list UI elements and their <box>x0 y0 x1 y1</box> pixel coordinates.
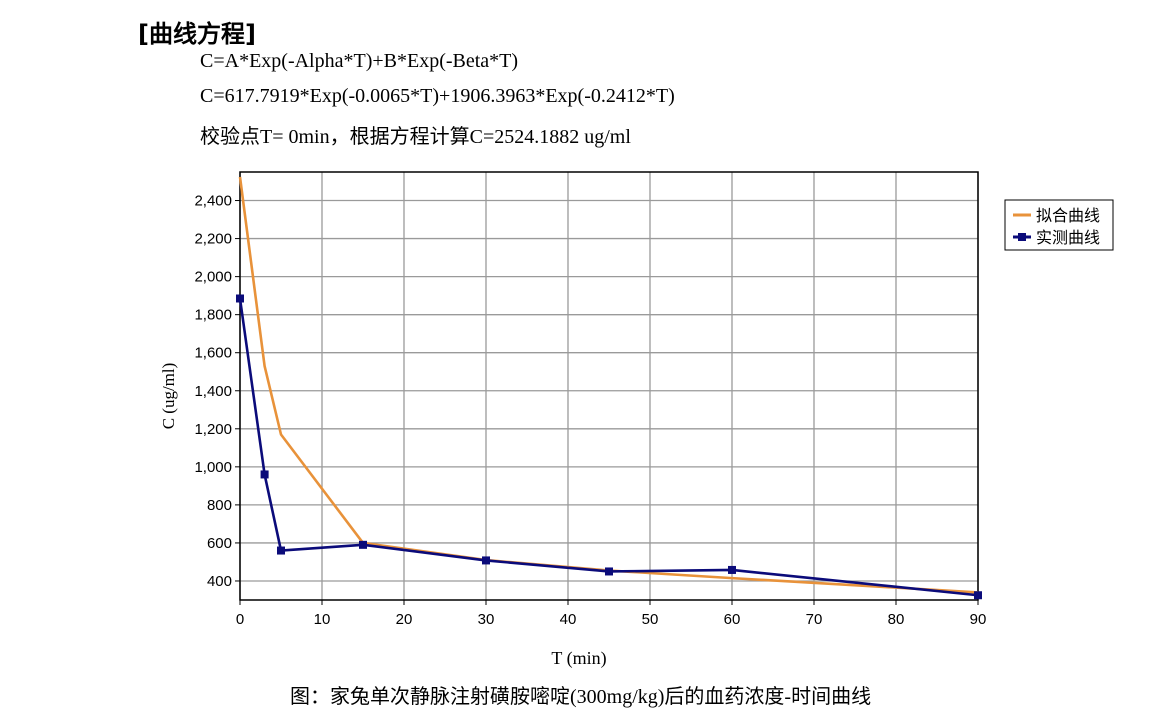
y-tick-label: 400 <box>207 573 232 590</box>
series-line-measured <box>238 298 979 597</box>
x-tick-label: 30 <box>478 611 495 628</box>
x-tick-label: 70 <box>806 611 823 628</box>
data-point-measured <box>277 546 285 555</box>
legend-label: 拟合曲线 <box>1036 207 1100 225</box>
x-tick-label: 80 <box>888 611 905 628</box>
legend-marker <box>1018 233 1026 241</box>
x-tick-label: 50 <box>642 611 659 628</box>
y-axis-label: C (ug/ml) <box>159 363 178 430</box>
equation-fitted: C=617.7919*Exp(-0.0065*T)+1906.3963*Exp(… <box>200 85 675 107</box>
y-tick-label: 1,400 <box>194 383 232 400</box>
y-tick-label: 2,400 <box>194 193 232 210</box>
x-tick-label: 10 <box>314 611 331 628</box>
data-point-measured <box>974 591 982 600</box>
equation-checkpoint: 校验点T= 0min，根据方程计算C=2524.1882 ug/ml <box>200 126 631 148</box>
x-tick-label: 90 <box>970 611 987 628</box>
x-tick-label: 20 <box>396 611 413 628</box>
y-tick-label: 1,600 <box>194 345 232 362</box>
plot-border <box>239 171 979 601</box>
y-tick-label: 1,800 <box>194 307 232 324</box>
figure-caption: 图：家兔单次静脉注射磺胺嘧啶(300mg/kg)后的血药浓度-时间曲线 <box>290 686 872 708</box>
y-tick-label: 1,000 <box>194 459 232 476</box>
x-axis-label: T (min) <box>551 648 606 669</box>
y-tick-label: 2,200 <box>194 231 232 248</box>
equation-general: C=A*Exp(-Alpha*T)+B*Exp(-Beta*T) <box>200 50 519 72</box>
section-title: [曲线方程] <box>138 20 256 48</box>
data-point-measured <box>236 294 244 303</box>
data-point-measured <box>260 470 269 479</box>
data-point-measured <box>605 567 613 576</box>
y-tick-label: 2,000 <box>194 269 232 286</box>
plot-area <box>240 172 978 600</box>
x-tick-label: 40 <box>560 611 577 628</box>
data-point-measured <box>728 565 736 574</box>
x-tick-label: 60 <box>724 611 741 628</box>
data-point-measured <box>482 556 490 565</box>
y-tick-label: 800 <box>207 497 232 514</box>
y-tick-label: 600 <box>207 535 232 552</box>
x-tick-label: 0 <box>236 611 244 628</box>
legend-label: 实测曲线 <box>1036 229 1100 247</box>
legend-box <box>1004 199 1114 251</box>
y-tick-label: 1,200 <box>194 421 232 438</box>
data-point-measured <box>359 540 367 549</box>
